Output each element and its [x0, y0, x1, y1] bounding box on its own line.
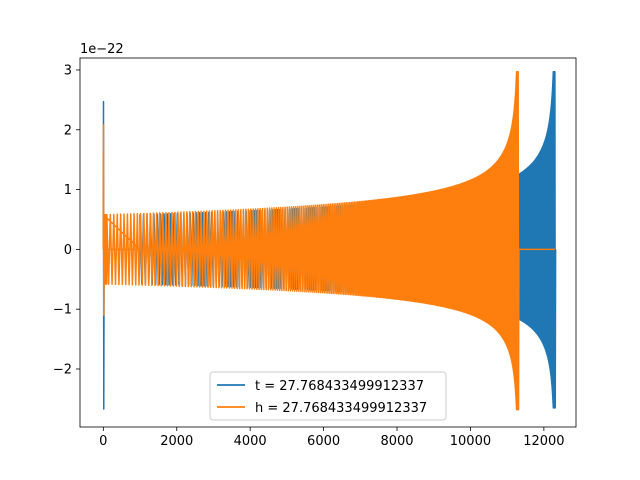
series-h-line: [102, 71, 555, 411]
x-tick-label: 8000: [380, 434, 413, 449]
x-tick-label: 0: [99, 434, 107, 449]
x-axis: 0 2000 4000 6000 8000 10000 12000: [99, 427, 565, 449]
y-axis: −2 −1 0 1 2 3: [53, 63, 80, 377]
x-tick-label: 6000: [307, 434, 340, 449]
legend-label-h: h = 27.768433499912337: [255, 401, 427, 416]
series-layer: [102, 71, 557, 411]
series-h: [102, 71, 555, 411]
y-tick-label: 0: [64, 243, 72, 258]
y-offset-label: 1e−22: [80, 42, 124, 57]
y-tick-label: 2: [64, 123, 72, 138]
legend-label-t: t = 27.768433499912337: [255, 379, 424, 394]
y-tick-label: 1: [64, 183, 72, 198]
y-tick-label: −2: [53, 362, 72, 377]
y-tick-label: −1: [53, 303, 72, 318]
x-tick-label: 4000: [234, 434, 267, 449]
x-tick-label: 10000: [450, 434, 491, 449]
y-tick-label: 3: [64, 63, 72, 78]
plot-frame: [79, 57, 577, 428]
legend: t = 27.768433499912337 h = 27.7684334999…: [209, 371, 447, 421]
x-tick-label: 2000: [160, 434, 193, 449]
x-tick-label: 12000: [523, 434, 564, 449]
legend-box: [209, 371, 447, 421]
